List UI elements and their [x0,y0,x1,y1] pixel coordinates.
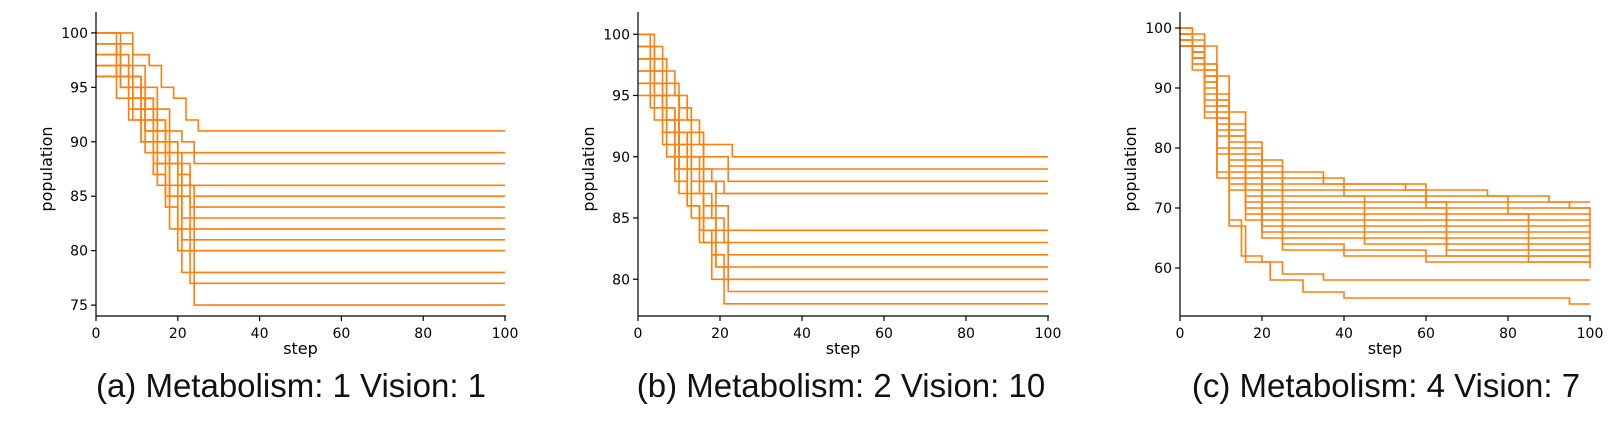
series-line-run-1 [96,32,505,132]
x-tick-label: 0 [1176,326,1185,342]
series-line-run-2 [638,45,1048,170]
series-line-run-2 [1180,33,1590,209]
series-line-run-11 [96,32,505,274]
y-tick-label: 90 [70,135,88,151]
panel-caption: (b) Metabolism: 2 Vision: 10 [637,367,1045,404]
y-tick-label: 95 [612,89,630,105]
y-tick-label: 85 [70,189,88,205]
series-line-run-12 [96,43,505,285]
x-tick-label: 40 [1335,326,1353,342]
x-tick-label: 80 [414,326,432,342]
x-tick-label: 20 [711,326,729,342]
x-tick-label: 20 [169,326,187,342]
panel-a: 0 20 40 60 80 100 75 80 85 90 95 100 step population (… [37,12,518,404]
y-axis-label: population [1121,126,1140,211]
series-line-run-4 [1180,45,1591,220]
panel-caption: (a) Metabolism: 1 Vision: 1 [96,367,486,404]
y-tick-label: 100 [1145,21,1172,37]
x-tick-label: 100 [1577,326,1604,342]
y-tick-label: 80 [1154,141,1172,157]
x-axis-label: step [826,339,861,358]
panel-c: 0 20 40 60 80 100 60 70 80 90 100 step population (c)… [1121,12,1603,404]
x-axis-label: step [1368,339,1403,358]
y-tick-label: 90 [1154,81,1172,97]
x-tick-label: 40 [251,326,269,342]
x-tick-label: 80 [957,326,975,342]
y-axis-label: population [37,126,56,211]
x-tick-label: 0 [92,326,101,342]
series-line-run-3 [1180,39,1591,214]
x-tick-label: 100 [492,326,519,342]
x-tick-label: 20 [1253,326,1271,342]
x-tick-label: 60 [875,326,893,342]
x-tick-label: 60 [332,326,350,342]
series-line-run-1 [1180,27,1590,203]
series-line-run-16 [1180,45,1590,305]
y-tick-label: 80 [70,244,88,260]
x-tick-label: 60 [1417,326,1435,342]
x-tick-label: 100 [1035,326,1062,342]
y-tick-label: 100 [603,27,630,43]
y-tick-label: 60 [1154,261,1172,277]
y-tick-label: 100 [61,26,88,42]
series-line-run-6 [638,33,1048,232]
y-axis-label: population [579,126,598,211]
y-tick-label: 95 [70,80,88,96]
panel-caption: (c) Metabolism: 4 Vision: 7 [1192,367,1580,404]
y-tick-label: 70 [1154,201,1172,217]
series-line-run-12 [638,45,1048,293]
x-tick-label: 80 [1499,326,1517,342]
x-tick-label: 40 [793,326,811,342]
x-tick-label: 0 [634,326,643,342]
y-tick-label: 85 [612,211,630,227]
series-line-run-1 [638,33,1048,158]
panel-b: 0 20 40 60 80 100 80 85 90 95 100 step population (b)… [579,12,1061,404]
y-tick-label: 80 [612,272,630,288]
y-tick-label: 75 [70,298,88,314]
series-line-run-13 [638,58,1048,305]
series-line-run-13 [96,53,505,306]
y-tick-label: 90 [612,150,630,166]
x-axis-label: step [283,339,318,358]
series-line-run-15 [1180,39,1590,281]
